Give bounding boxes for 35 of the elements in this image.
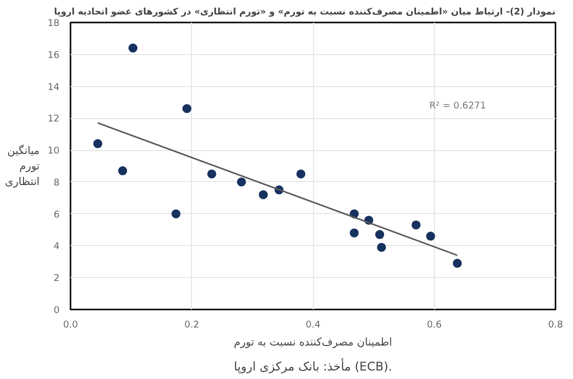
y-tick-label: 12 [48,114,60,125]
point [207,169,216,178]
point [375,230,384,240]
point [182,104,192,114]
x-tick-label: 0.6 [426,320,442,330]
point [296,169,306,178]
x-axis-title: اطمینان مصرف‌کننده نسبت به تورم [234,336,392,348]
chart-title: نمودار (2)- ارتباط میان «اطمینان مصرف‌کننده نسبت به تورم» و «تورم انتظاری» در کشورهای عضو اتحادیه اروپا [54,8,556,18]
point [426,232,436,241]
y-tick-label: 2 [54,273,60,284]
y-tick-label: 18 [48,18,60,29]
x-tick-label: 0.0 [63,320,78,330]
x-tick-label: 0.8 [548,320,563,330]
y-tick-label: 14 [48,82,60,93]
annotation: R² = 0.6271 [429,100,486,112]
y-tick-label: 8 [54,177,60,188]
y-tick-label: 10 [48,146,60,157]
y-tick-label: 16 [48,50,60,61]
point [377,242,386,252]
point [350,228,359,238]
x-tick-label: 0.2 [184,320,200,330]
y-tick-label: 0 [54,305,60,316]
text: مأخذ: بانک مرکزی اروپا (ECB). [234,358,392,374]
point [118,166,128,176]
point [452,258,462,268]
y-tick-label: 4 [54,241,60,252]
point [412,220,421,230]
y-tick-label: 6 [54,209,60,220]
x-tick-label: 0.4 [306,320,320,330]
point [93,139,102,148]
point [128,44,138,53]
y-axis-title: میانگین تورم انتظاری [5,144,40,188]
point [236,177,246,186]
point [258,190,268,200]
point [171,209,180,218]
